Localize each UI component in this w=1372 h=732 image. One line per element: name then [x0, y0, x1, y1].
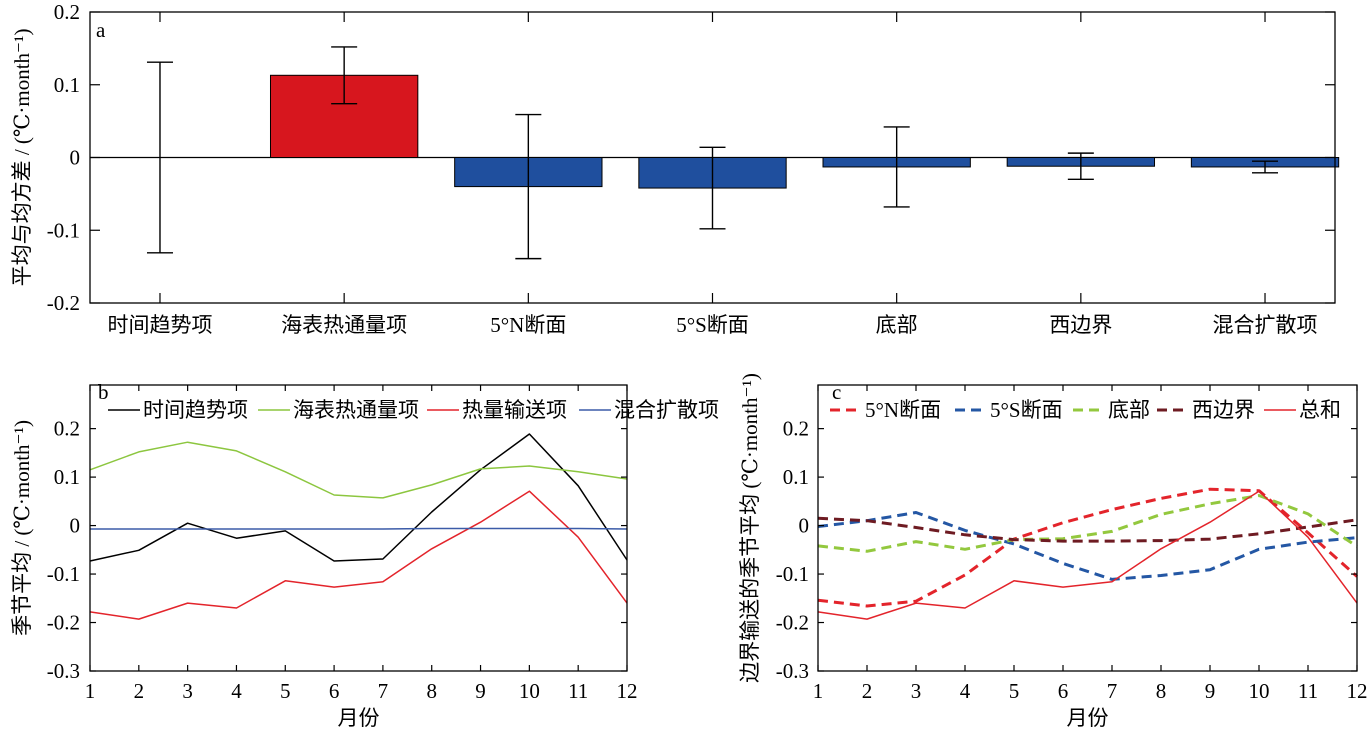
x-tick-label: 海表热通量项 [281, 313, 407, 337]
y-tick-label: -0.1 [776, 562, 809, 586]
x-tick-label: 11 [1298, 679, 1318, 703]
x-tick-label: 西边界 [1049, 313, 1112, 337]
axes-box [817, 384, 1358, 672]
error-bar-3 [515, 113, 542, 260]
legend-entry-5: 总和 [1264, 398, 1341, 422]
y-axis-label: 边界输送的季节平均 (℃·month⁻¹) [738, 373, 762, 683]
legend-label: 时间趋势项 [143, 398, 248, 422]
y-tick-label: 0 [799, 514, 810, 538]
legend-label: 总和 [1299, 398, 1341, 422]
legend-entry-3: 热量输送项 [427, 398, 567, 422]
y-tick-label: 0.2 [54, 0, 80, 24]
legend-label: 底部 [1108, 398, 1150, 422]
legend-entry-4: 西边界 [1157, 398, 1255, 422]
panel-label: b [98, 380, 109, 404]
x-tick-label: 10 [519, 679, 540, 703]
x-tick-label: 10 [1249, 679, 1270, 703]
y-axis-label: 平均与均方差 / (℃·month⁻¹) [10, 29, 34, 287]
y-tick-label: 0 [70, 514, 81, 538]
series-line-3 [89, 490, 628, 620]
series-line-4 [90, 527, 628, 530]
x-axis-label: 月份 [338, 706, 380, 730]
x-tick-label: 11 [568, 679, 588, 703]
panel-label: c [832, 380, 841, 404]
legend-label: 海表热通量项 [293, 398, 419, 422]
x-tick-label: 2 [134, 679, 145, 703]
x-tick-label: 12 [1347, 679, 1368, 703]
legend-label: 混合扩散项 [614, 398, 719, 422]
panel-label: a [96, 18, 106, 42]
x-tick-label: 7 [1107, 679, 1118, 703]
x-tick-label: 3 [911, 679, 922, 703]
error-bar-6 [1067, 152, 1094, 181]
legend-entry-2: 5°S断面 [955, 398, 1063, 422]
series-line-2 [817, 511, 1358, 581]
y-tick-label: -0.3 [776, 659, 809, 683]
x-tick-label: 6 [329, 679, 340, 703]
series-line-5 [817, 490, 1358, 620]
y-tick-label: -0.2 [47, 611, 80, 635]
legend-label: 5°S断面 [990, 398, 1063, 422]
legend-entry-4: 混合扩散项 [579, 398, 719, 422]
axes-box [89, 384, 628, 672]
legend-entry-1: 5°N断面 [830, 398, 941, 422]
y-tick-label: -0.1 [47, 218, 80, 242]
legend-entry-1: 时间趋势项 [108, 398, 248, 422]
x-tick-label: 4 [960, 679, 971, 703]
series-line-2 [89, 441, 628, 499]
error-bar-7 [1252, 160, 1279, 174]
x-tick-label: 1 [85, 679, 96, 703]
y-tick-label: 0.2 [783, 417, 809, 441]
x-tick-label: 5 [280, 679, 291, 703]
panel-c-line-chart: 1 2 3 4 5 6 7 8 9 10 11 12-0.3-0.2-0.100.10.25°N断面 5… [738, 373, 1368, 730]
x-tick-label: 9 [1205, 679, 1216, 703]
x-tick-label: 8 [426, 679, 437, 703]
x-tick-label: 2 [862, 679, 873, 703]
legend-label: 热量输送项 [462, 398, 567, 422]
x-tick-label: 1 [813, 679, 824, 703]
x-tick-label: 5 [1009, 679, 1020, 703]
legend-entry-3: 底部 [1073, 398, 1150, 422]
y-tick-label: 0 [70, 146, 81, 170]
y-tick-label: 0.1 [54, 73, 80, 97]
legend-label: 5°N断面 [865, 398, 941, 422]
error-bar-2 [331, 46, 358, 105]
panel-a-bar-chart: 时间趋势项 海表热通量项 5°N断面 5°S断面 底部 西边界 混合扩散项 -0.2 -0.1 0… [10, 0, 1340, 337]
axes-box [89, 11, 1336, 304]
x-tick-label: 3 [182, 679, 193, 703]
y-tick-label: -0.1 [47, 562, 80, 586]
error-bar-5 [883, 126, 910, 208]
x-tick-label: 底部 [876, 313, 918, 337]
y-tick-label: -0.3 [47, 659, 80, 683]
x-tick-label: 5°S断面 [676, 313, 749, 337]
y-tick-label: 0.1 [783, 465, 809, 489]
series-line-1 [817, 487, 1358, 608]
x-tick-label: 4 [231, 679, 242, 703]
x-tick-label: 6 [1058, 679, 1069, 703]
error-bar-1 [146, 61, 173, 254]
x-tick-label: 8 [1156, 679, 1167, 703]
legend-label: 西边界 [1192, 398, 1255, 422]
x-tick-label: 混合扩散项 [1213, 313, 1318, 337]
y-axis-label: 季节平均 / (℃·month⁻¹) [10, 420, 34, 636]
x-axis-label: 月份 [1067, 706, 1109, 730]
y-tick-label: -0.2 [47, 291, 80, 315]
y-tick-label: -0.2 [776, 611, 809, 635]
legend-entry-2: 海表热通量项 [258, 398, 419, 422]
x-tick-label: 9 [475, 679, 486, 703]
x-tick-label: 12 [617, 679, 638, 703]
x-tick-label: 时间趋势项 [107, 313, 212, 337]
panel-b-line-chart: 1 2 3 4 5 6 7 8 9 10 11 12-0.3-0.2-0.100.10.2时间趋势项海… [10, 380, 719, 730]
y-tick-label: 0.2 [54, 417, 80, 441]
series-line-4 [817, 516, 1358, 543]
error-bar-4 [699, 146, 726, 230]
y-tick-label: 0.1 [54, 465, 80, 489]
x-tick-label: 7 [378, 679, 389, 703]
series-line-1 [89, 433, 628, 562]
x-tick-label: 5°N断面 [490, 313, 566, 337]
